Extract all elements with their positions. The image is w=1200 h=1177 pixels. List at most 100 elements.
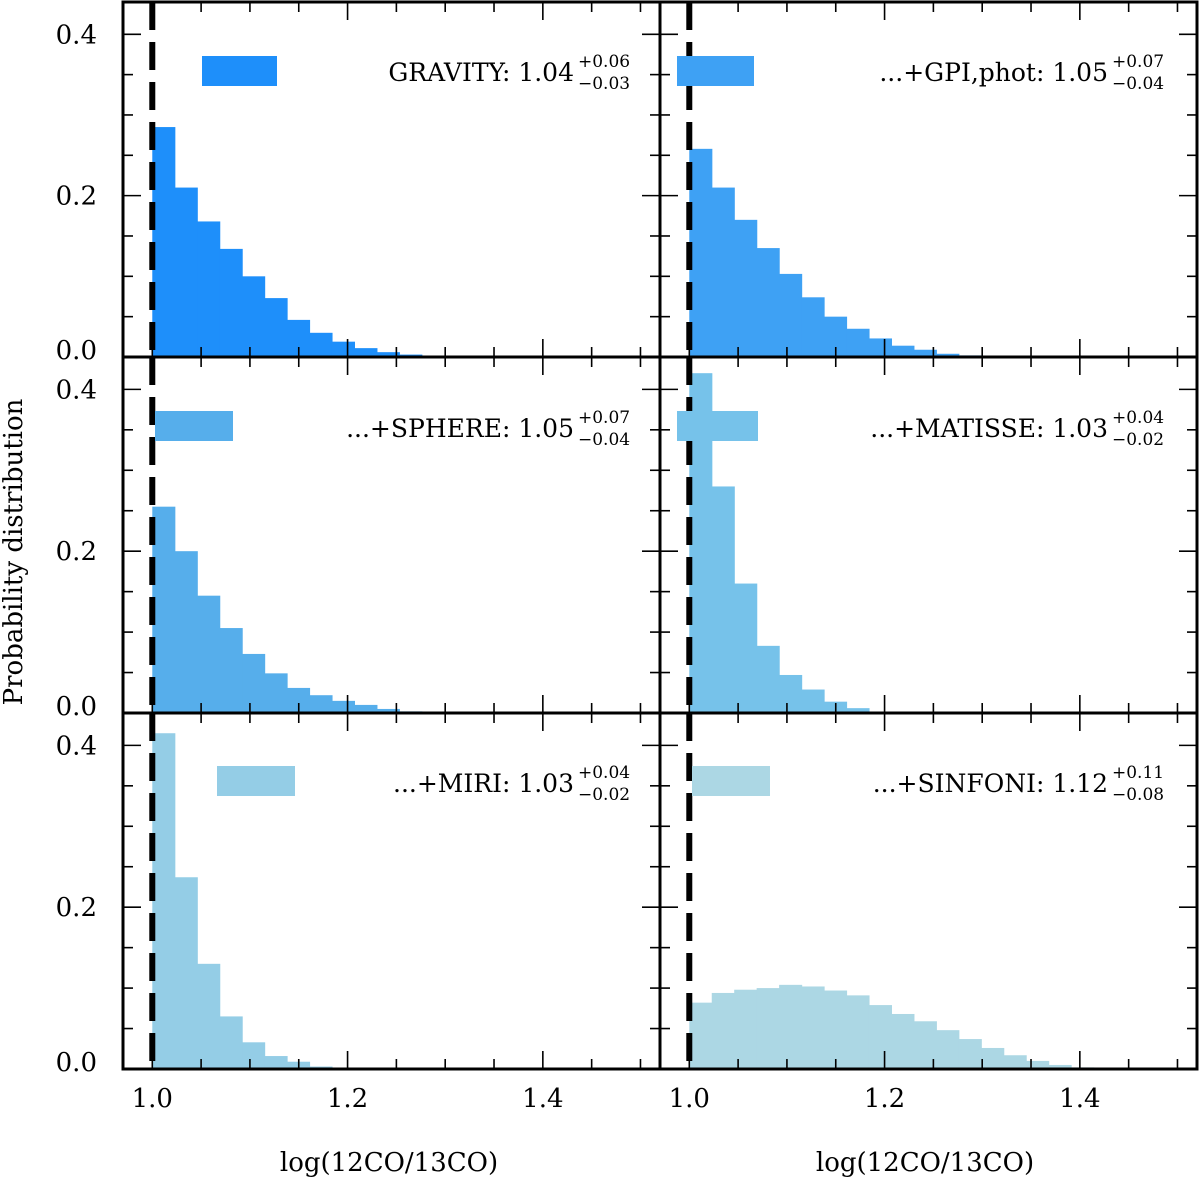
panels-group: 0.0 0.2 0.4 GRAVITY: 1.04 +0.06−0.03 ...+GPI,…	[56, 0, 1199, 1114]
y-tick-label: 0.0	[56, 692, 97, 722]
legend-upper-error: +0.06	[578, 52, 630, 72]
histogram-bar	[891, 1013, 915, 1069]
y-tick-label: 0.4	[56, 731, 97, 761]
histogram-bar	[734, 219, 758, 357]
legend-label: ...+MIRI: 1.03	[393, 769, 574, 798]
panel-frame	[658, 711, 1199, 1071]
histogram-bar	[846, 328, 870, 357]
legend-upper-error: +0.04	[1112, 408, 1164, 428]
histogram-bar	[711, 187, 735, 357]
y-axis-title: Probability distribution	[0, 398, 29, 705]
histogram-bar	[689, 1002, 713, 1069]
histogram-bar	[846, 708, 870, 713]
legend-swatch	[692, 766, 770, 796]
histogram-bar	[354, 348, 378, 358]
histogram-bar	[801, 297, 825, 357]
legend-upper-error: +0.04	[578, 763, 630, 783]
histogram-bar	[689, 148, 713, 357]
histogram-bar	[174, 877, 198, 1069]
legend-lower-error: −0.02	[578, 785, 630, 805]
x-tick-label: 1.0	[669, 1084, 710, 1114]
histogram-bar	[868, 1005, 892, 1069]
legend-label: ...+SPHERE: 1.05	[346, 414, 574, 443]
histogram-bar	[824, 316, 848, 357]
histogram-bar	[242, 653, 266, 713]
histogram-bar	[287, 319, 311, 357]
legend-swatch	[217, 766, 295, 796]
histogram-bar	[264, 673, 288, 713]
histogram-bar	[711, 486, 735, 713]
y-tick-label: 0.2	[56, 893, 97, 923]
x-tick-label: 1.4	[522, 1084, 563, 1114]
histogram-bar	[756, 988, 780, 1069]
y-tick-label: 0.0	[56, 1048, 97, 1078]
histogram-bar	[801, 689, 825, 713]
histogram-bar	[174, 187, 198, 357]
histogram-bar	[779, 984, 803, 1069]
histogram-bar	[913, 349, 937, 357]
x-tick-label: 1.4	[1059, 1084, 1100, 1114]
histogram-bar	[756, 645, 780, 713]
histogram-bar	[846, 995, 870, 1069]
histogram-bar	[734, 583, 758, 713]
legend-swatch	[202, 56, 277, 86]
legend-label: ...+MATISSE: 1.03	[870, 414, 1108, 443]
legend-lower-error: −0.04	[578, 430, 630, 450]
histogram-bar	[779, 674, 803, 713]
histogram-bar	[197, 595, 221, 713]
x-tick-label: 1.2	[864, 1084, 905, 1114]
legend-swatch	[677, 411, 758, 441]
histogram-bar	[242, 276, 266, 357]
x-tick-label: 1.0	[132, 1084, 173, 1114]
histogram-bar	[242, 1042, 266, 1069]
panel-1: 0.0 0.2 0.4 GRAVITY: 1.04 +0.06−0.03	[56, 0, 662, 366]
panel-6: 1.0 1.2 1.4 ...+SINFONI: 1.12 +0.11−0.08	[658, 711, 1199, 1114]
histogram-bar	[734, 989, 758, 1069]
histogram-bar	[936, 1030, 960, 1069]
histogram-bar	[264, 298, 288, 357]
histogram-bar	[689, 373, 713, 713]
histogram-bar	[174, 551, 198, 713]
legend-upper-error: +0.11	[1112, 763, 1164, 783]
histogram-bar	[936, 353, 960, 357]
histogram-bar	[309, 332, 333, 357]
histogram-bar	[376, 352, 400, 357]
histogram-bar	[152, 733, 176, 1069]
histogram-bar	[287, 687, 311, 713]
histogram-bar	[219, 248, 243, 357]
panel-3: 0.0 0.2 0.4 ...+SPHERE: 1.05 +0.07−0.04	[56, 355, 662, 722]
legend-label: GRAVITY: 1.04	[388, 58, 574, 87]
panel-2: ...+GPI,phot: 1.05 +0.07−0.04	[658, 0, 1199, 359]
histogram-bar	[376, 708, 400, 713]
histogram-bar	[309, 695, 333, 713]
histogram-bar	[891, 345, 915, 357]
histogram-bar	[1048, 1064, 1072, 1069]
x-axis-title-right: log(12CO/13CO)	[816, 1148, 1034, 1177]
legend-lower-error: −0.02	[1112, 430, 1164, 450]
histogram-bar	[711, 992, 735, 1069]
histogram-bar	[981, 1047, 1005, 1069]
y-tick-label: 0.2	[56, 537, 97, 567]
histogram-bar	[779, 273, 803, 357]
x-axis-title-left: log(12CO/13CO)	[280, 1148, 498, 1177]
histogram-bar	[913, 1021, 937, 1069]
y-tick-label: 0.4	[56, 20, 97, 50]
legend-lower-error: −0.03	[578, 74, 630, 94]
y-tick-label: 0.4	[56, 375, 97, 405]
panel-4: ...+MATISSE: 1.03 +0.04−0.02	[658, 355, 1199, 715]
legend-lower-error: −0.04	[1112, 74, 1164, 94]
histogram-bar	[1026, 1060, 1050, 1069]
legend-swatch	[155, 411, 233, 441]
legend-label: ...+SINFONI: 1.12	[873, 769, 1108, 798]
legend-upper-error: +0.07	[1112, 52, 1164, 72]
histogram-bar	[152, 506, 176, 713]
histogram-bar	[331, 341, 355, 357]
histogram-bar	[152, 127, 176, 357]
histogram-bar	[1003, 1055, 1027, 1069]
histogram-bar	[354, 704, 378, 713]
histogram-bar	[756, 248, 780, 357]
histogram-bar	[197, 963, 221, 1069]
legend-upper-error: +0.07	[578, 408, 630, 428]
legend-lower-error: −0.08	[1112, 785, 1164, 805]
